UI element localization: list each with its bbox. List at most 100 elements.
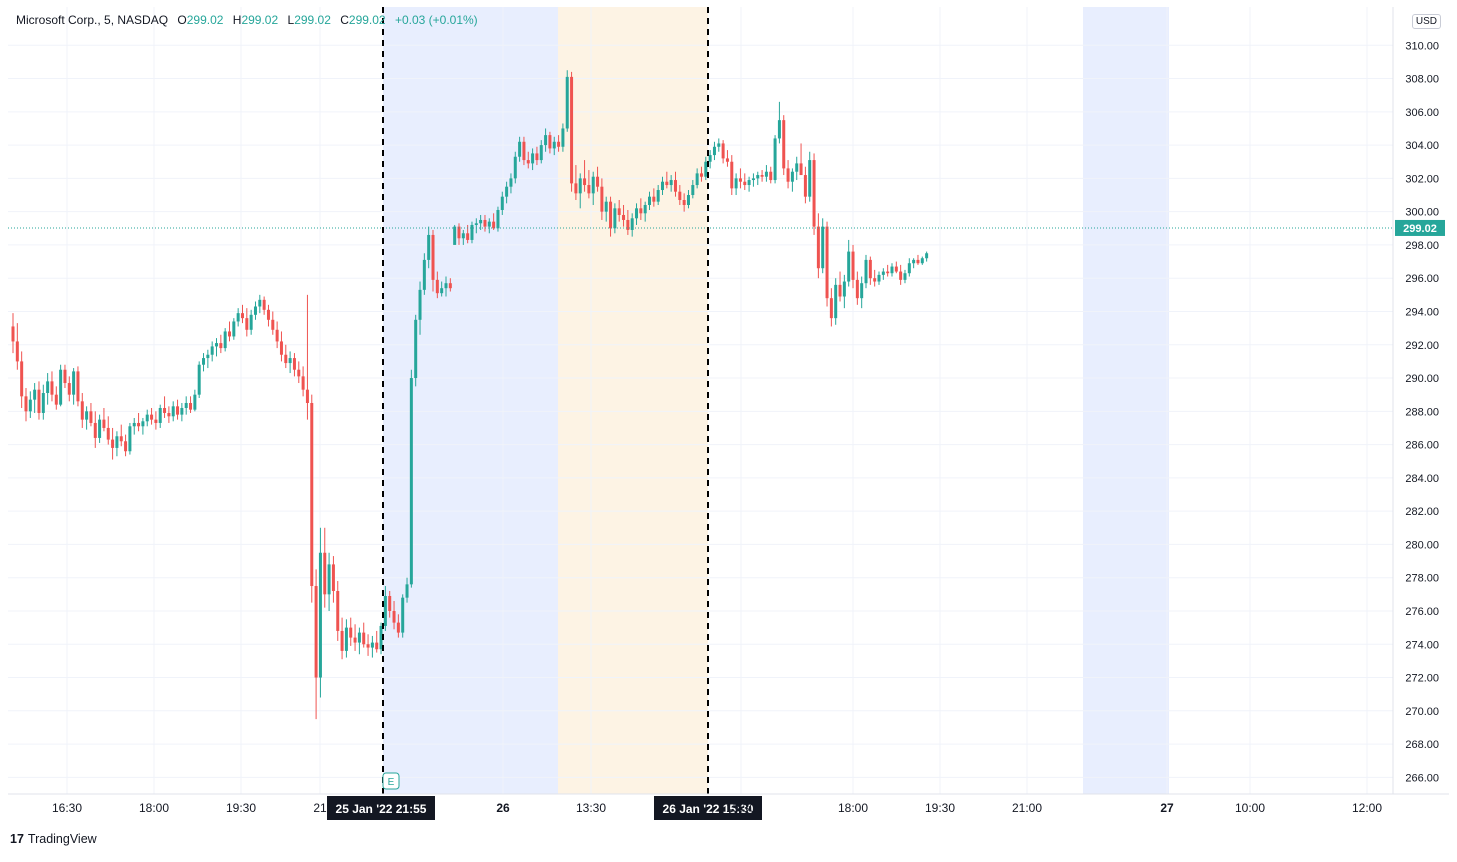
candle[interactable]	[829, 288, 833, 327]
candle[interactable]	[699, 166, 703, 182]
candle[interactable]	[691, 180, 695, 199]
candle[interactable]	[292, 353, 296, 377]
candle[interactable]	[448, 278, 452, 292]
candle[interactable]	[561, 123, 565, 152]
candle[interactable]	[552, 136, 556, 156]
candle[interactable]	[570, 71, 574, 192]
candle[interactable]	[85, 406, 89, 430]
candle[interactable]	[271, 311, 275, 335]
candle[interactable]	[275, 321, 279, 349]
candle[interactable]	[773, 135, 777, 184]
candle[interactable]	[249, 309, 253, 335]
candle[interactable]	[816, 213, 820, 279]
candle[interactable]	[409, 369, 413, 588]
candle[interactable]	[59, 364, 63, 407]
candle[interactable]	[886, 264, 890, 277]
candle[interactable]	[379, 622, 383, 655]
candle[interactable]	[72, 368, 76, 405]
tradingview-branding[interactable]: 17 TradingView	[10, 832, 97, 846]
candle[interactable]	[461, 229, 465, 245]
candle[interactable]	[743, 173, 747, 191]
candle[interactable]	[145, 409, 149, 427]
candle[interactable]	[111, 427, 115, 460]
candle[interactable]	[505, 181, 509, 204]
candle[interactable]	[622, 204, 626, 227]
candle[interactable]	[11, 313, 15, 354]
candle[interactable]	[877, 271, 881, 285]
candle[interactable]	[630, 213, 634, 237]
candle[interactable]	[873, 269, 877, 287]
candle[interactable]	[894, 261, 898, 274]
candle[interactable]	[548, 131, 552, 154]
candle[interactable]	[15, 323, 19, 370]
candle[interactable]	[492, 213, 496, 230]
candle[interactable]	[422, 253, 426, 295]
candle[interactable]	[479, 214, 483, 230]
candle[interactable]	[531, 148, 535, 171]
candle[interactable]	[435, 271, 439, 299]
symbol-name[interactable]: Microsoft Corp., 5, NASDAQ	[16, 13, 169, 27]
candle[interactable]	[219, 334, 223, 354]
candle[interactable]	[102, 407, 106, 432]
candle[interactable]	[704, 156, 708, 181]
candle[interactable]	[708, 150, 712, 169]
candle[interactable]	[682, 193, 686, 212]
candle[interactable]	[790, 168, 794, 192]
candle[interactable]	[54, 386, 58, 410]
candle[interactable]	[141, 417, 145, 435]
candle[interactable]	[33, 383, 37, 413]
candle[interactable]	[920, 256, 924, 265]
candle[interactable]	[453, 224, 457, 245]
candle[interactable]	[518, 136, 522, 162]
candle[interactable]	[483, 214, 487, 232]
candle[interactable]	[89, 402, 93, 427]
candle[interactable]	[150, 407, 154, 425]
candle[interactable]	[344, 619, 348, 658]
candle[interactable]	[678, 185, 682, 205]
candle[interactable]	[262, 296, 266, 315]
candle[interactable]	[500, 191, 504, 215]
candle[interactable]	[764, 165, 768, 182]
candle[interactable]	[907, 258, 911, 277]
candle[interactable]	[388, 591, 392, 618]
candle[interactable]	[596, 166, 600, 192]
candle[interactable]	[353, 624, 357, 651]
candle[interactable]	[890, 263, 894, 277]
candle[interactable]	[522, 136, 526, 166]
candle[interactable]	[245, 308, 249, 337]
candle[interactable]	[851, 244, 855, 289]
candle[interactable]	[648, 191, 652, 210]
candle[interactable]	[842, 274, 846, 309]
candle[interactable]	[821, 218, 825, 274]
candle[interactable]	[37, 381, 41, 420]
candle[interactable]	[228, 321, 231, 342]
candle[interactable]	[349, 617, 353, 646]
candle[interactable]	[158, 404, 162, 428]
candle[interactable]	[760, 170, 764, 182]
candle[interactable]	[695, 168, 699, 189]
candle[interactable]	[132, 417, 136, 435]
candle[interactable]	[734, 173, 738, 196]
candle[interactable]	[777, 101, 781, 144]
candle[interactable]	[712, 141, 716, 161]
candle[interactable]	[717, 138, 721, 152]
candle[interactable]	[28, 391, 32, 418]
candle[interactable]	[76, 366, 80, 407]
candle[interactable]	[574, 165, 578, 201]
candle[interactable]	[20, 351, 24, 408]
candle[interactable]	[535, 146, 539, 166]
candle[interactable]	[838, 271, 842, 302]
candle[interactable]	[305, 294, 309, 420]
candle[interactable]	[176, 399, 180, 420]
candle[interactable]	[721, 140, 725, 164]
candle[interactable]	[864, 254, 868, 289]
candle[interactable]	[591, 171, 595, 205]
candle[interactable]	[812, 153, 816, 235]
candle[interactable]	[266, 304, 270, 327]
candle[interactable]	[240, 304, 244, 324]
candle[interactable]	[310, 394, 314, 603]
candle[interactable]	[769, 166, 773, 184]
candle[interactable]	[63, 364, 67, 389]
candle[interactable]	[331, 556, 335, 603]
